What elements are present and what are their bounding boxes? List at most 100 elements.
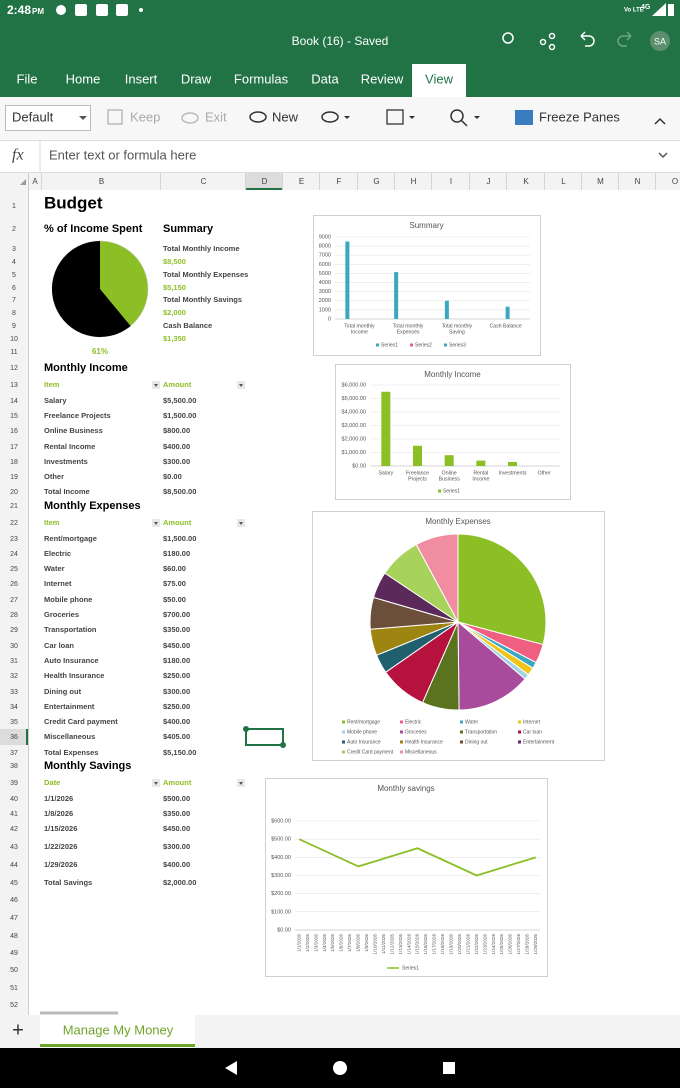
row-header[interactable]: 46 bbox=[10, 897, 18, 904]
row-header[interactable]: 41 bbox=[10, 811, 18, 818]
column-header[interactable]: G bbox=[373, 177, 379, 186]
row-header[interactable]: 9 bbox=[12, 323, 16, 330]
column-header[interactable]: O bbox=[672, 177, 678, 186]
row-header[interactable]: 39 bbox=[10, 780, 18, 787]
column-header[interactable]: E bbox=[299, 177, 304, 186]
pie-slice[interactable] bbox=[415, 533, 459, 623]
style-value[interactable]: Default bbox=[12, 109, 54, 124]
ribbon-tab[interactable]: View bbox=[425, 71, 454, 86]
selected-cell[interactable] bbox=[245, 728, 284, 746]
bar[interactable] bbox=[444, 300, 449, 319]
ribbon-tab[interactable]: Insert bbox=[125, 71, 158, 86]
bar[interactable] bbox=[444, 455, 454, 466]
bar[interactable] bbox=[345, 241, 350, 319]
row-header[interactable]: 22 bbox=[10, 520, 18, 527]
row-header[interactable]: 3 bbox=[12, 246, 16, 253]
row-header[interactable]: 2 bbox=[12, 226, 16, 233]
row-header[interactable]: 26 bbox=[10, 581, 18, 588]
column-header[interactable]: K bbox=[523, 177, 529, 186]
row-header[interactable]: 29 bbox=[10, 627, 18, 634]
row-header[interactable]: 13 bbox=[10, 382, 18, 389]
bar[interactable] bbox=[508, 461, 517, 466]
row-header[interactable]: 38 bbox=[10, 763, 18, 770]
ribbon-tab[interactable]: Data bbox=[311, 71, 339, 86]
pie-slice[interactable] bbox=[457, 620, 526, 711]
icon-idea[interactable] bbox=[502, 32, 514, 44]
column-header[interactable]: J bbox=[487, 177, 491, 186]
row-header[interactable]: 21 bbox=[10, 503, 18, 510]
row-header[interactable]: 4 bbox=[12, 259, 16, 266]
row-header[interactable]: 18 bbox=[10, 459, 18, 466]
row-header[interactable]: 8 bbox=[12, 310, 16, 317]
row-header[interactable]: 50 bbox=[10, 967, 18, 974]
column-header[interactable]: A bbox=[32, 177, 38, 186]
row-header[interactable]: 37 bbox=[10, 750, 18, 757]
row-header[interactable]: 48 bbox=[10, 933, 18, 940]
row-header[interactable]: 7 bbox=[12, 297, 16, 304]
row-header[interactable]: 11 bbox=[10, 349, 17, 356]
column-header[interactable]: I bbox=[450, 177, 452, 186]
row-header[interactable]: 5 bbox=[12, 272, 16, 279]
row-header[interactable]: 35 bbox=[10, 719, 18, 726]
formula-input[interactable]: Enter text or formula here bbox=[49, 147, 196, 162]
chart-frame[interactable] bbox=[335, 364, 571, 500]
column-header[interactable]: H bbox=[411, 177, 417, 186]
tool-freeze[interactable]: Freeze Panes bbox=[539, 109, 620, 124]
icon-zoom[interactable] bbox=[450, 109, 464, 123]
row-header[interactable]: 33 bbox=[10, 689, 18, 696]
add-sheet[interactable]: + bbox=[12, 1019, 24, 1041]
row-header[interactable]: 30 bbox=[10, 643, 18, 650]
nav-back[interactable] bbox=[225, 1061, 237, 1075]
select-all[interactable] bbox=[20, 179, 26, 185]
icon-new[interactable] bbox=[249, 111, 267, 123]
icon-share[interactable] bbox=[539, 38, 547, 46]
row-header[interactable]: 49 bbox=[10, 950, 18, 957]
row-header[interactable]: 31 bbox=[10, 658, 18, 665]
row-header[interactable]: 14 bbox=[10, 398, 18, 405]
style-dropdown[interactable] bbox=[5, 105, 91, 131]
pie-slice[interactable] bbox=[457, 533, 547, 646]
row-header[interactable]: 24 bbox=[10, 551, 18, 558]
row-header[interactable]: 40 bbox=[10, 796, 18, 803]
row-header[interactable]: 17 bbox=[10, 444, 18, 451]
row-header[interactable]: 51 bbox=[10, 985, 18, 992]
bar[interactable] bbox=[381, 391, 391, 466]
row-header[interactable]: 23 bbox=[10, 536, 18, 543]
icon-undo[interactable] bbox=[580, 31, 595, 47]
ribbon-tab[interactable]: Review bbox=[361, 71, 404, 86]
icon-layout[interactable] bbox=[386, 109, 404, 125]
row-header[interactable]: 6 bbox=[12, 285, 16, 292]
chart-frame[interactable] bbox=[265, 778, 548, 977]
avatar[interactable] bbox=[650, 31, 670, 51]
row-header[interactable]: 15 bbox=[10, 413, 18, 420]
collapse[interactable] bbox=[654, 117, 666, 125]
row-header[interactable]: 43 bbox=[10, 844, 18, 851]
row-header[interactable]: 1 bbox=[12, 203, 16, 210]
row-header[interactable]: 47 bbox=[10, 915, 18, 922]
column-header[interactable]: F bbox=[337, 177, 342, 186]
pie-slice[interactable] bbox=[52, 241, 131, 338]
row-header[interactable]: 45 bbox=[10, 880, 18, 887]
row-header[interactable]: 34 bbox=[10, 704, 18, 711]
bar[interactable] bbox=[505, 306, 510, 319]
row-header[interactable]: 16 bbox=[10, 428, 18, 435]
ribbon-tab[interactable]: Home bbox=[66, 71, 101, 86]
ribbon-tab[interactable]: Formulas bbox=[234, 71, 289, 86]
row-header[interactable]: 42 bbox=[10, 826, 18, 833]
row-header[interactable]: 19 bbox=[10, 474, 18, 481]
column-header[interactable]: B bbox=[99, 177, 104, 186]
row-header[interactable]: 44 bbox=[10, 862, 18, 869]
column-header[interactable]: C bbox=[201, 177, 207, 186]
row-header[interactable]: 12 bbox=[10, 365, 18, 372]
icon-freeze[interactable] bbox=[515, 110, 533, 125]
tool-new[interactable]: New bbox=[272, 109, 299, 124]
selection-handle[interactable] bbox=[280, 742, 286, 748]
row-header[interactable]: 20 bbox=[10, 489, 18, 496]
selection-handle[interactable] bbox=[243, 726, 249, 732]
nav-home[interactable] bbox=[333, 1061, 347, 1075]
nav-recent[interactable] bbox=[443, 1062, 455, 1074]
sheet-tab-label[interactable]: Manage My Money bbox=[63, 1022, 174, 1037]
ribbon-tab[interactable]: File bbox=[17, 71, 38, 86]
row-header[interactable]: 25 bbox=[10, 566, 18, 573]
series-line[interactable] bbox=[298, 838, 537, 877]
